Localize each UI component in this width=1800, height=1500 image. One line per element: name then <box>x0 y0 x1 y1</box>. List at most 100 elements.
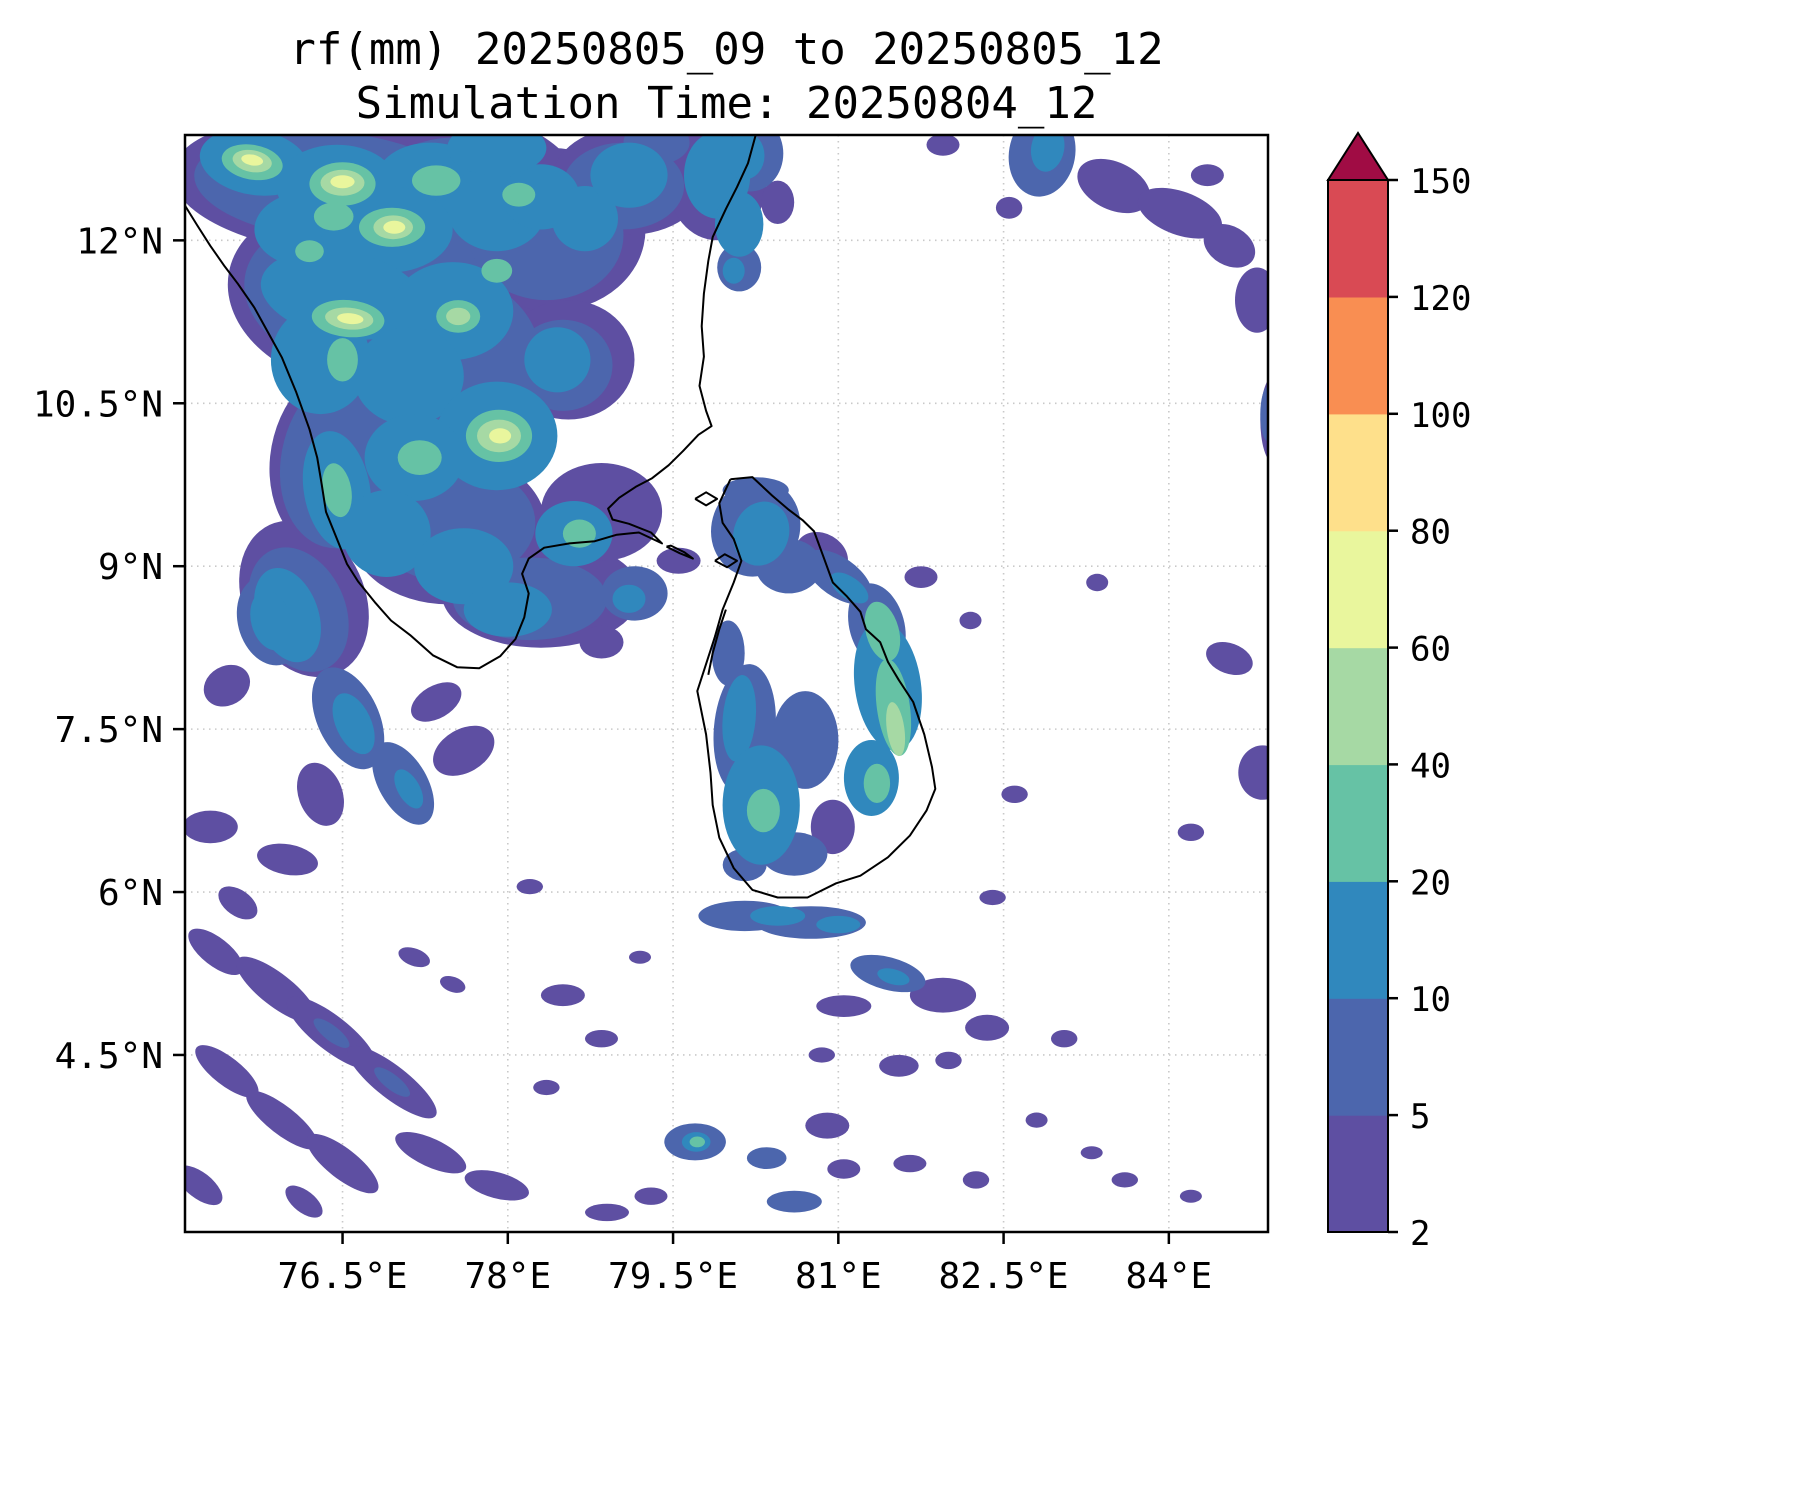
coastline <box>707 609 727 675</box>
colorbar-tick-label: 150 <box>1410 162 1471 202</box>
rain-cell <box>383 220 406 234</box>
rain-cell <box>715 191 764 257</box>
colorbar-tick-label: 20 <box>1410 863 1451 903</box>
rain-cell <box>551 186 619 252</box>
colorbar-tick-label: 10 <box>1410 980 1451 1020</box>
rain-cell <box>711 620 745 686</box>
rain-cell <box>1179 1189 1202 1203</box>
plot-frame <box>183 133 1270 1234</box>
colorbar-tick-label: 100 <box>1410 396 1471 436</box>
rain-cell <box>724 135 765 180</box>
rain-cell <box>524 327 591 393</box>
rain-cell <box>447 135 547 176</box>
rain-cell <box>1238 745 1268 800</box>
rain-cell <box>257 843 318 876</box>
x-tick-label: 79.5°E <box>608 1256 738 1297</box>
colorbar-segment <box>1328 764 1388 882</box>
rain-cell <box>313 202 354 231</box>
y-tick-label: 9°N <box>98 547 163 588</box>
rain-cell <box>1080 1146 1103 1160</box>
rain-cell <box>893 1154 927 1173</box>
rain-cell <box>1001 785 1028 803</box>
rain-cell <box>935 1051 962 1070</box>
x-tick-label: 78°E <box>464 1256 551 1297</box>
y-tick-label: 6°N <box>98 873 163 914</box>
rain-cell <box>827 1159 861 1179</box>
rain-cell <box>746 788 780 833</box>
rain-cell <box>1190 164 1224 187</box>
rain-cell <box>322 463 352 518</box>
plot-title: rf(mm) 20250805_09 to 20250805_12 <box>289 24 1164 75</box>
rain-cell <box>188 928 244 976</box>
rain-cell <box>285 1185 323 1218</box>
rain-cell <box>879 1054 919 1077</box>
rain-cell <box>629 950 651 964</box>
rain-cell <box>327 338 358 382</box>
rain-cell <box>634 1187 668 1205</box>
rain-cell <box>516 879 543 895</box>
rain-cell <box>203 664 251 707</box>
rain-cell <box>342 490 431 577</box>
y-tick-label: 10.5°N <box>33 384 163 425</box>
colorbar-segment <box>1328 998 1388 1116</box>
y-tick-label: 12°N <box>76 221 163 262</box>
rain-cell <box>540 984 585 1007</box>
coastline <box>696 476 937 899</box>
rain-cell <box>337 313 364 325</box>
colorbar-tick-label: 5 <box>1410 1097 1430 1137</box>
plot-subtitle: Simulation Time: 20250804_12 <box>355 78 1098 129</box>
rain-cell <box>585 1030 618 1048</box>
rain-cell <box>1177 823 1205 841</box>
rain-cell <box>489 428 512 444</box>
colorbar-segment <box>1328 413 1388 532</box>
rain-cell <box>1137 187 1222 239</box>
rain-cell <box>398 947 430 968</box>
rain-cell <box>1077 158 1151 214</box>
coastlines <box>185 135 937 899</box>
rain-cell <box>250 590 292 651</box>
rain-cell <box>297 762 344 826</box>
rain-cell <box>1206 641 1253 676</box>
rainfall-field <box>185 135 1268 1222</box>
rain-cell <box>395 1131 467 1174</box>
rain-cell <box>1260 386 1268 442</box>
rain-cell <box>877 968 910 986</box>
rain-cell <box>656 547 701 574</box>
rain-cell <box>1111 1172 1139 1188</box>
colorbar-tick-label: 120 <box>1410 279 1471 319</box>
rain-cell <box>1203 223 1256 268</box>
rain-cell <box>959 611 982 630</box>
coastline <box>666 544 694 560</box>
colorbar-tick-label: 2 <box>1410 1214 1430 1254</box>
coastline <box>185 135 757 670</box>
rain-cell <box>313 1018 350 1049</box>
rain-cell <box>761 180 795 224</box>
rain-cell <box>689 1136 705 1148</box>
rain-cell <box>830 572 869 604</box>
x-tick-label: 81°E <box>795 1256 882 1297</box>
rain-cell <box>440 975 466 993</box>
y-tick-label: 4.5°N <box>55 1036 163 1077</box>
rain-cell <box>995 196 1023 219</box>
rain-cell <box>1051 1030 1078 1048</box>
x-tick-label: 84°E <box>1125 1256 1212 1297</box>
rain-cell <box>330 175 355 189</box>
y-tick-label: 7.5°N <box>55 710 163 751</box>
colorbar-tick-label: 60 <box>1410 630 1451 670</box>
rain-cell <box>926 135 960 156</box>
rain-cell <box>562 519 596 548</box>
rain-cell <box>1235 267 1268 333</box>
rain-cell <box>1025 1112 1048 1128</box>
colorbar-segment <box>1328 1115 1388 1233</box>
rain-cell <box>579 625 624 659</box>
rain-cell <box>722 675 757 762</box>
rain-cell <box>585 1203 629 1222</box>
rain-cell <box>295 240 324 263</box>
colorbar-segment <box>1328 881 1388 999</box>
rain-cell <box>886 702 906 757</box>
colorbar-over-arrow <box>1326 131 1390 181</box>
rain-cell <box>412 165 461 196</box>
rain-cell <box>433 725 495 776</box>
x-tick-label: 76.5°E <box>278 1256 408 1297</box>
rain-cell <box>411 682 462 722</box>
